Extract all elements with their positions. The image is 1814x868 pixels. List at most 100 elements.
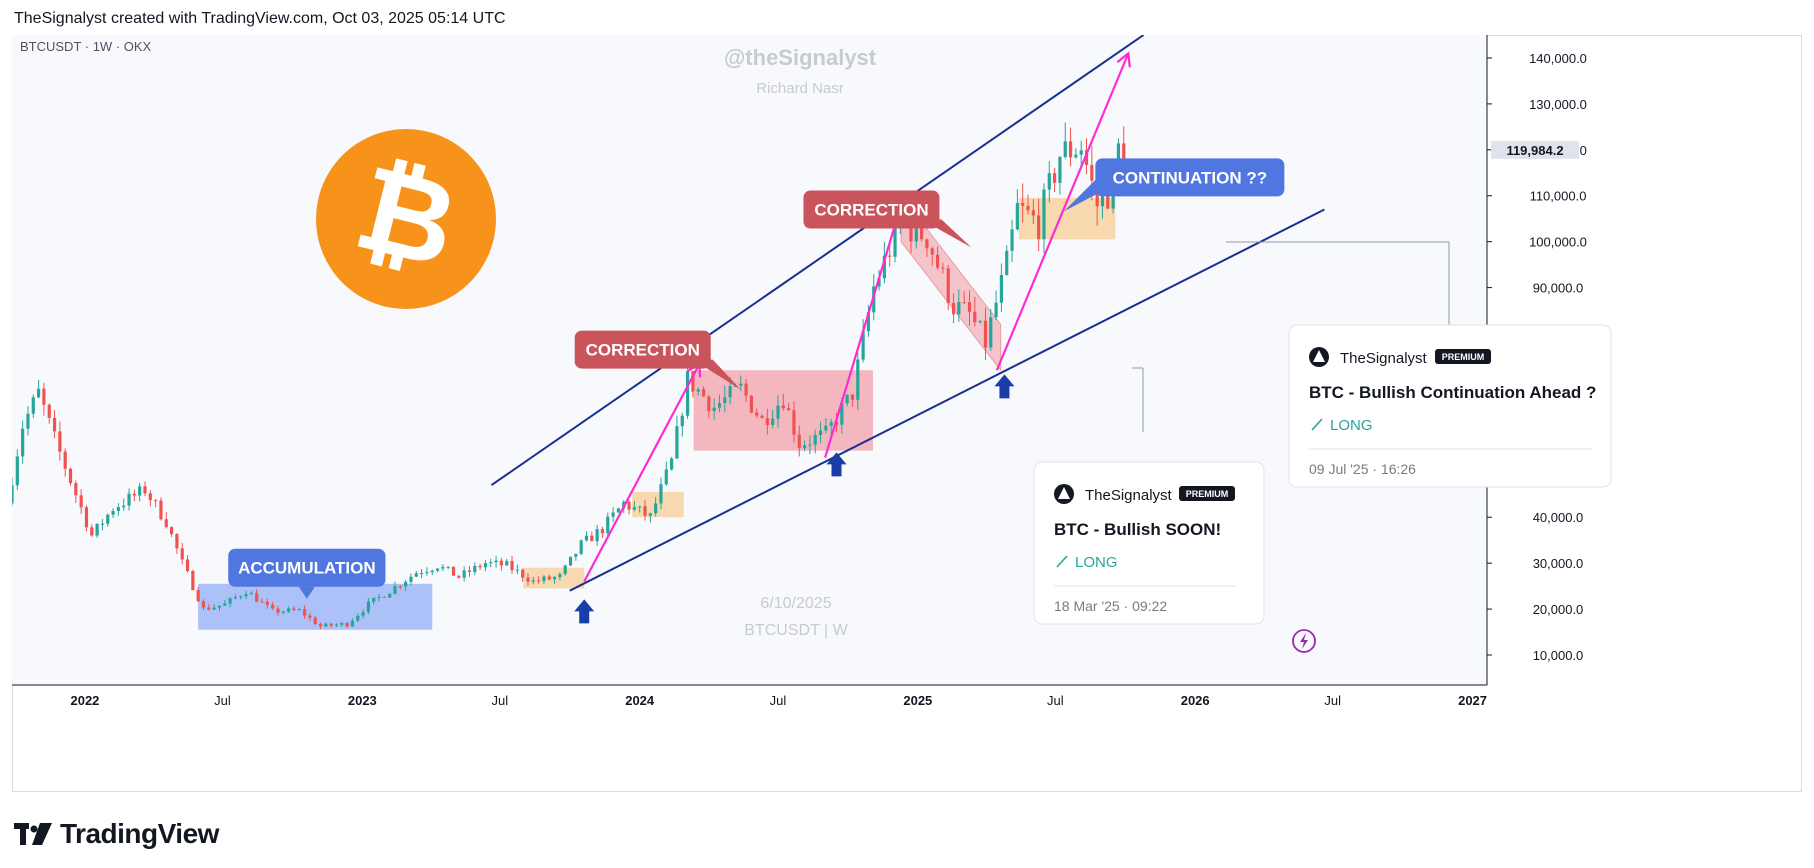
candle <box>739 383 743 386</box>
candle <box>478 565 482 568</box>
candle <box>707 396 711 412</box>
candle <box>973 311 977 323</box>
orange-zone-3 <box>1018 198 1116 240</box>
candle <box>127 493 131 506</box>
x-tick-label: 2024 <box>625 693 655 708</box>
candle <box>824 425 828 431</box>
candle <box>999 275 1004 303</box>
impulse-2 <box>824 204 903 458</box>
candle <box>106 514 110 524</box>
candle <box>611 512 615 517</box>
up-arrow-icon <box>574 599 595 624</box>
up-arrow-icon <box>994 374 1015 399</box>
candle <box>1063 141 1067 157</box>
idea-card-2[interactable]: TheSignalyst PREMIUM BTC - Bullish Conti… <box>1226 241 1612 488</box>
candle <box>510 560 514 571</box>
candle <box>590 535 594 542</box>
candle <box>946 268 950 304</box>
candle <box>568 556 573 566</box>
candle <box>935 254 940 268</box>
candle <box>191 571 195 591</box>
channel-upper <box>490 35 1145 486</box>
candle <box>893 221 897 257</box>
labels: ACCUMULATION CORRECTION CORRECTION CONTINUA… <box>228 158 1285 599</box>
watermark-date: 6/10/2025 <box>760 595 831 612</box>
candle <box>1074 154 1078 158</box>
candle <box>1090 164 1094 181</box>
candle <box>489 562 493 564</box>
candle <box>361 612 365 616</box>
candle <box>116 507 120 511</box>
candle <box>723 397 727 404</box>
candle <box>281 611 285 613</box>
candle <box>552 577 557 580</box>
candle <box>37 388 41 398</box>
card-direction: LONG <box>1330 417 1373 434</box>
x-tick-label: 2027 <box>1458 693 1487 708</box>
y-tick-label: 30,000.0 <box>1533 556 1584 571</box>
candle <box>233 597 238 599</box>
correction2-label: CORRECTION <box>803 190 940 229</box>
orange-zone-2 <box>632 491 684 518</box>
candle <box>90 527 94 536</box>
candle <box>483 563 488 568</box>
watermark-name: Richard Nasr <box>756 80 844 97</box>
idea-card-1[interactable]: TheSignalyst PREMIUM BTC - Bullish SOON!… <box>1033 367 1265 625</box>
card-author: TheSignalyst <box>1085 487 1173 504</box>
candle <box>377 596 381 598</box>
correction1-pointer <box>692 359 741 390</box>
y-tick-label: 100,000.0 <box>1529 235 1587 250</box>
tradingview-logo[interactable]: TradingView <box>14 818 219 850</box>
candle <box>494 560 498 563</box>
candle <box>914 219 918 242</box>
candle <box>957 302 961 315</box>
candle <box>840 403 844 425</box>
candle <box>79 495 83 508</box>
candle <box>154 500 158 502</box>
btc-chart[interactable]: ACCUMULATION CORRECTION CORRECTION CONTINUA… <box>12 35 1802 792</box>
candle <box>467 570 472 572</box>
candle <box>271 604 275 609</box>
candle <box>1042 189 1046 240</box>
flash-icon[interactable] <box>1292 629 1316 653</box>
candle <box>228 598 232 604</box>
label-box <box>1095 158 1285 197</box>
candle <box>388 593 392 598</box>
candle <box>42 388 46 405</box>
y-tick-label: 10,000.0 <box>1533 648 1584 663</box>
candle <box>409 576 413 582</box>
candle <box>255 593 259 602</box>
continuation-pointer <box>1063 173 1102 212</box>
candle <box>1100 193 1105 207</box>
candle <box>760 415 764 419</box>
candle <box>425 572 429 574</box>
premium-badge <box>1435 349 1491 364</box>
candle <box>834 422 839 425</box>
candle <box>1053 173 1057 183</box>
candle <box>430 570 434 573</box>
candle <box>547 576 551 580</box>
card-title: BTC - Bullish SOON! <box>1054 520 1221 539</box>
accumulation-label: ACCUMULATION <box>228 548 386 587</box>
candle <box>595 529 599 542</box>
candle <box>717 403 722 408</box>
x-tick-label: Jul <box>1047 693 1064 708</box>
correction1-label: CORRECTION <box>574 330 711 369</box>
candle <box>930 248 934 255</box>
candle <box>47 404 51 418</box>
candle <box>143 486 147 494</box>
candle <box>696 389 700 392</box>
candle <box>648 513 652 516</box>
candle <box>132 493 136 496</box>
candle <box>276 608 280 613</box>
candle <box>356 615 360 621</box>
candle <box>558 574 562 578</box>
candle <box>1047 173 1051 190</box>
candle <box>74 483 78 496</box>
candle <box>175 534 179 549</box>
candle <box>446 566 450 568</box>
candle <box>962 302 966 304</box>
candle <box>888 255 892 257</box>
y-tick-label: 90,000.0 <box>1533 281 1584 296</box>
candle <box>856 359 860 400</box>
